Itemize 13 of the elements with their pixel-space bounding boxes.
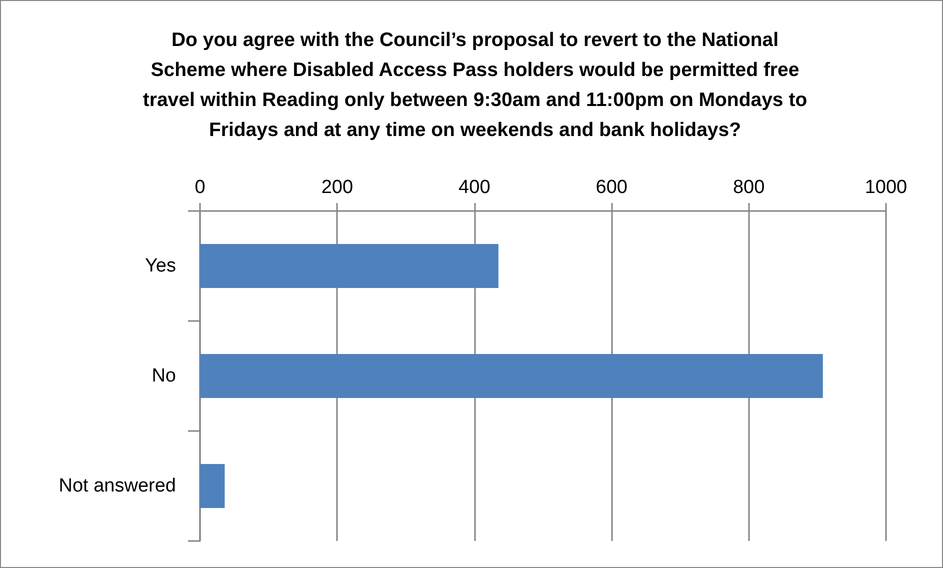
y-tick-label: No [152,366,176,386]
x-tick-label: 600 [596,177,628,198]
bar [200,464,225,508]
x-tick-label: 0 [194,177,206,198]
x-tick-label: 800 [732,177,765,198]
bar [200,354,823,398]
bar [200,244,498,288]
x-tick-label: 1000 [864,177,908,198]
x-tick-label: 400 [458,177,490,198]
y-tick-label: Yes [145,256,176,276]
y-tick-label: Not answered [58,476,176,496]
chart-title: Do you agree with the Council’s proposal to revert to the National Scheme where Disabled Access Pass holders would be permitted free travel within Reading only between 9:30am and 11:00pm on Mondays to Fridays and at any time on weekends and bank holidays? [142,28,808,143]
x-tick-label: 200 [321,177,354,198]
